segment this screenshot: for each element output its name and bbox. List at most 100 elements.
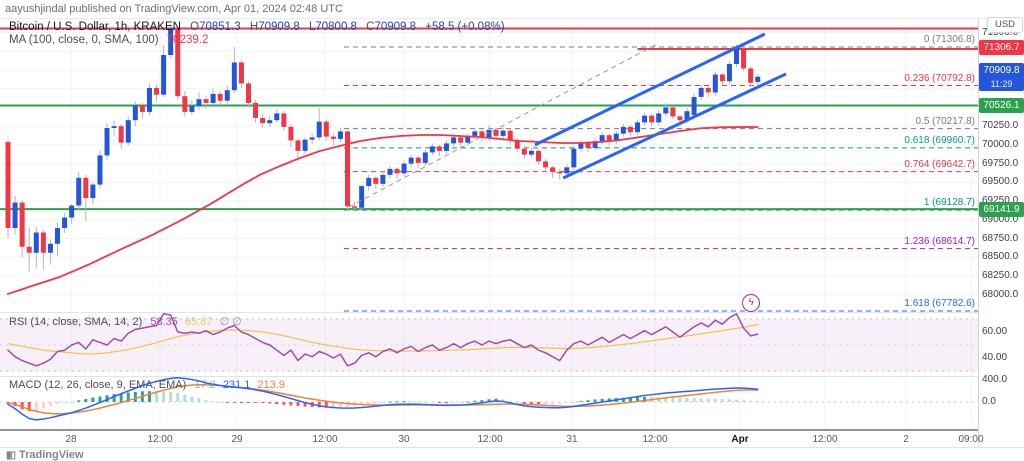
- candle-body: [139, 105, 145, 112]
- macd-histogram-bar: [671, 397, 675, 402]
- currency-unit-button[interactable]: USD: [987, 17, 1023, 33]
- close-value: 70909.8: [374, 21, 417, 33]
- macd-histogram-bar: [664, 397, 668, 402]
- candle-body: [557, 171, 563, 174]
- candle-body: [224, 90, 230, 101]
- rsi-band: [0, 319, 978, 371]
- macd-histogram-bar: [296, 402, 300, 407]
- pane-separator-axis[interactable]: [0, 429, 1024, 431]
- macd-histogram-bar: [360, 402, 364, 406]
- macd-histogram-bar: [678, 397, 682, 402]
- candle-body: [380, 174, 386, 184]
- flash-marker-icon[interactable]: ϟ: [742, 294, 760, 312]
- candle-body: [76, 177, 82, 206]
- macd-histogram-bar: [303, 402, 307, 407]
- ma-legend[interactable]: MA (100, close, 0, SMA, 100) 70239.2: [9, 34, 208, 46]
- candle-body: [521, 148, 527, 155]
- macd-histogram-bar: [452, 402, 456, 403]
- rsi-tick: 60.00: [982, 326, 1008, 337]
- tradingview-logo[interactable]: ▮▯ TradingView: [6, 449, 84, 461]
- macd-histogram-bar: [480, 400, 484, 402]
- time-tick: 12:00: [477, 434, 503, 445]
- macd-histogram-bar: [607, 398, 611, 402]
- time-tick: 12:00: [812, 434, 838, 445]
- macd-histogram-bar: [395, 401, 399, 403]
- candle-body: [104, 128, 110, 156]
- fib-trendline[interactable]: [348, 43, 658, 208]
- macd-signal-value: 213.9: [257, 379, 285, 391]
- channel-lower[interactable]: [562, 72, 787, 180]
- macd-histogram-bar: [282, 402, 286, 405]
- candle-body: [564, 167, 570, 174]
- price-badge: 69141.9: [979, 201, 1024, 217]
- candle-body: [281, 113, 287, 127]
- candle-body: [634, 122, 640, 133]
- candle-body: [40, 232, 46, 253]
- candle-body: [726, 63, 732, 82]
- macd-histogram-bar: [388, 401, 392, 403]
- candle-body: [118, 126, 124, 143]
- tradingview-logo-text: TradingView: [19, 449, 84, 461]
- macd-histogram-bar: [657, 397, 661, 402]
- candle-body: [161, 55, 167, 95]
- channel-upper[interactable]: [534, 32, 766, 147]
- macd-histogram-bar: [558, 402, 562, 404]
- high-value: 70909.8: [258, 21, 300, 33]
- candle-body: [19, 202, 25, 247]
- candle-body: [500, 130, 506, 136]
- macd-histogram-bar: [565, 402, 569, 403]
- macd-histogram-bar: [501, 399, 505, 402]
- rsi-legend[interactable]: RSI (14, close, SMA, 14, 2) 58.35 65.87 …: [9, 315, 242, 328]
- pane-separator-rsi[interactable]: [0, 312, 1024, 313]
- time-tick: 28: [65, 434, 77, 445]
- candle-body: [670, 107, 676, 117]
- macd-histogram-bar: [515, 402, 519, 403]
- candle-body: [231, 62, 237, 91]
- macd-histogram-bar: [600, 398, 604, 402]
- candle-body: [656, 113, 662, 123]
- candle-body: [684, 111, 690, 121]
- macd-histogram-bar: [190, 396, 194, 402]
- price-tick: 70000.0: [982, 138, 1019, 150]
- macd-legend[interactable]: MACD (12, 26, close, 9, EMA, EMA) 17.2 2…: [9, 379, 285, 391]
- low-value: 70800.8: [315, 21, 357, 33]
- candle-body: [203, 99, 209, 103]
- time-tick: 2: [903, 434, 909, 445]
- macd-histogram-bar: [473, 400, 477, 402]
- candle-body: [373, 177, 379, 184]
- macd-histogram-bar: [268, 402, 272, 404]
- candle-body: [182, 96, 188, 112]
- candle-body: [422, 152, 428, 163]
- macd-histogram-bar: [430, 402, 434, 403]
- attribution-bar: aayushjindal published on TradingView.co…: [0, 0, 1024, 19]
- time-tick: Apr: [731, 434, 749, 445]
- macd-histogram-bar: [176, 392, 180, 402]
- symbol-legend[interactable]: Bitcoin / U.S. Dollar, 1h, KRAKEN O70851…: [9, 21, 505, 33]
- candle-body: [514, 140, 520, 149]
- candle-body: [627, 126, 633, 133]
- candle-body: [691, 96, 697, 115]
- price-tick: 70250.0: [982, 120, 1019, 132]
- candle-body: [599, 135, 605, 142]
- time-tick: 12:00: [642, 434, 668, 445]
- macd-histogram-bar: [466, 401, 470, 403]
- pane-separator-macd[interactable]: [0, 376, 1024, 377]
- fib-level-label: 1 (69128.7): [923, 197, 975, 209]
- candle-body: [175, 28, 181, 97]
- macd-histogram-bar: [20, 402, 24, 410]
- candle-body: [550, 167, 556, 172]
- candle-body: [323, 121, 329, 137]
- symbol-title: Bitcoin / U.S. Dollar, 1h, KRAKEN: [9, 21, 181, 33]
- macd-histogram-bar: [544, 402, 548, 405]
- candle-body: [408, 157, 414, 164]
- macd-histogram-bar: [239, 402, 243, 403]
- time-tick: 30: [398, 434, 410, 445]
- fib-level-label: 0.5 (70217.8): [915, 115, 976, 127]
- macd-histogram-bar: [749, 400, 753, 402]
- price-tick: 68750.0: [982, 232, 1019, 244]
- macd-histogram-bar: [402, 401, 406, 403]
- candle-body: [69, 205, 75, 218]
- candle-body: [387, 168, 393, 175]
